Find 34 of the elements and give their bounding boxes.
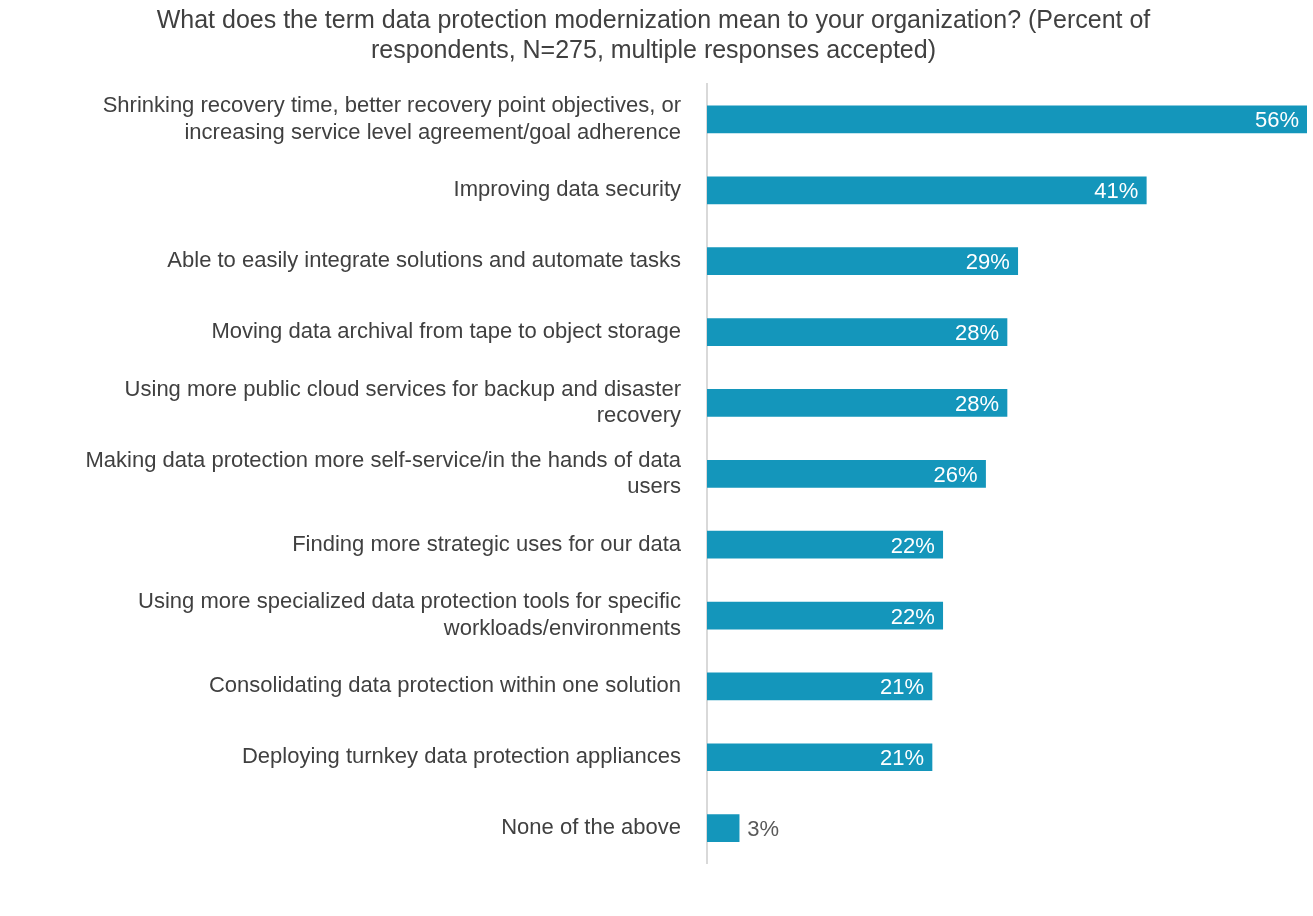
bar xyxy=(707,105,1307,134)
y-tick-label: Deploying turnkey data protection appliances xyxy=(241,743,681,769)
data-label: 22% xyxy=(890,603,935,629)
bar xyxy=(707,247,1019,276)
data-label: 21% xyxy=(879,745,924,771)
y-tick-label: Using more public cloud services for backup and disaster recovery xyxy=(124,375,681,428)
y-tick-label: Improving data security xyxy=(453,176,681,202)
bar xyxy=(707,318,1008,346)
y-tick-label: Able to easily integrate solutions and automate tasks xyxy=(167,247,681,273)
data-label: 21% xyxy=(879,674,924,700)
data-label: 41% xyxy=(1094,178,1139,204)
y-tick-label: Using more specialized data protection tools for specific workloads/environments xyxy=(138,588,681,640)
data-label: 22% xyxy=(890,532,935,558)
data-label: 28% xyxy=(954,390,999,416)
bar xyxy=(707,459,986,488)
data-label: 56% xyxy=(1254,107,1299,133)
data-label: 28% xyxy=(954,320,999,346)
bar xyxy=(707,601,944,630)
y-tick-label: Finding more strategic uses for our data xyxy=(292,530,682,556)
y-tick-label: Consolidating data protection within one solution xyxy=(208,672,681,698)
bar xyxy=(707,743,933,772)
y-tick-label: Shrinking recovery time, better recovery point objectives, or increasing service level agreement/goal adherence xyxy=(102,92,681,144)
bar xyxy=(707,530,944,559)
y-tick-label: Moving data archival from tape to object storage xyxy=(211,318,681,344)
chart-title: What does the term data protection modernization mean to your organization? (Percent of respondents, N=275, multiple responses accepted) xyxy=(156,4,1151,63)
data-label: 29% xyxy=(965,249,1010,275)
bar xyxy=(707,814,740,842)
data-label: 26% xyxy=(933,461,978,487)
y-tick-label: None of the above xyxy=(501,814,681,840)
data-label: 3% xyxy=(747,816,779,842)
y-tick-label: Making data protection more self-service/in the hands of data users xyxy=(85,446,682,499)
bar xyxy=(707,176,1147,205)
bar xyxy=(707,672,933,701)
bar xyxy=(707,389,1008,417)
